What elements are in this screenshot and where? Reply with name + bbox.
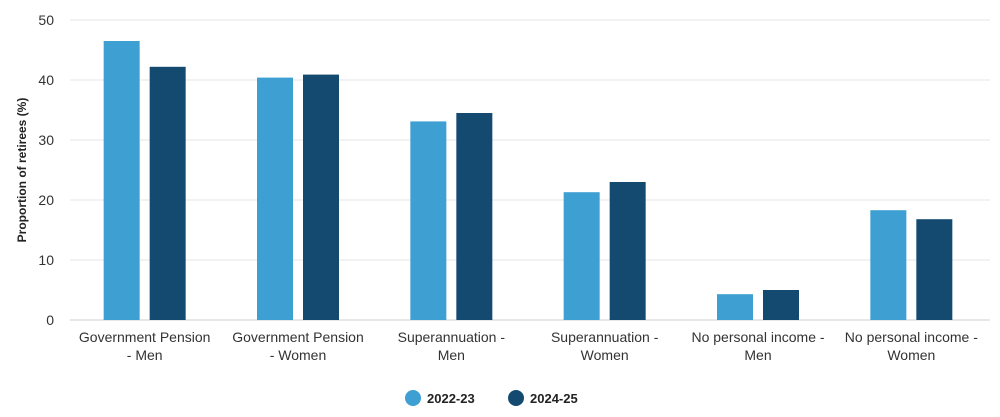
bar-2024-25-6 xyxy=(916,219,953,320)
bar-2022-23-5 xyxy=(717,294,753,320)
y-tick-label: 50 xyxy=(38,12,54,28)
legend-swatch-2022-23 xyxy=(405,390,421,406)
x-category-label: Government Pension - Men xyxy=(79,329,211,363)
bar-2022-23-4 xyxy=(563,192,600,320)
bar-2024-25-4 xyxy=(609,182,646,320)
x-category-label: No personal income -Women xyxy=(845,329,978,363)
y-tick-label: 10 xyxy=(38,252,54,268)
bars xyxy=(103,41,953,321)
bar-2022-23-1 xyxy=(103,41,140,320)
legend-swatch-2024-25 xyxy=(508,390,524,406)
bar-2024-25-1 xyxy=(149,66,186,320)
x-category-label: Superannuation -Men xyxy=(398,329,506,363)
gridlines xyxy=(70,19,990,321)
bar-2024-25-5 xyxy=(763,290,799,320)
x-axis-categories: Government Pension - Men Government Pensio… xyxy=(79,329,978,363)
legend: 2022-23 2024-25 xyxy=(405,390,578,406)
y-tick-label: 30 xyxy=(38,132,54,148)
x-category-label: Superannuation -Women xyxy=(551,329,659,363)
bar-2022-23-3 xyxy=(410,121,447,321)
y-tick-label: 0 xyxy=(46,312,54,328)
bar-2022-23-2 xyxy=(257,77,293,320)
y-tick-label: 40 xyxy=(38,72,54,88)
y-axis-ticks: 0 10 20 30 40 50 xyxy=(38,12,54,328)
x-category-label: No personal income -Men xyxy=(691,329,824,363)
bar-2024-25-2 xyxy=(303,74,339,320)
legend-label-2022-23: 2022-23 xyxy=(427,391,475,406)
y-axis-title: Proportion of retirees (%) xyxy=(15,98,29,243)
bar-2022-23-6 xyxy=(870,210,907,320)
y-tick-label: 20 xyxy=(38,192,54,208)
legend-label-2024-25: 2024-25 xyxy=(530,391,578,406)
bar-2024-25-3 xyxy=(456,113,493,320)
x-category-label: Government Pension - Women xyxy=(232,329,364,363)
